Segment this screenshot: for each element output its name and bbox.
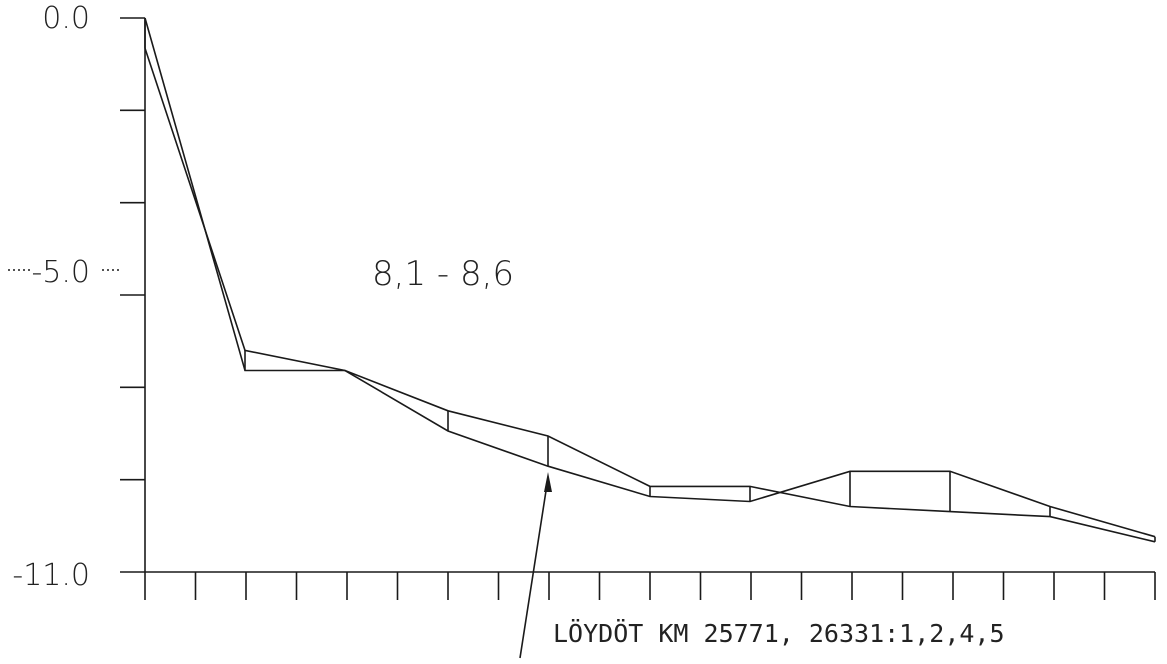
annotation-arrow-line: [519, 477, 549, 659]
range-annotation: 8,1 - 8,6: [372, 254, 514, 294]
series-lower-line: [144, 47, 1156, 543]
finds-note: LÖYDÖT KM 25771, 26331:1,2,4,5: [553, 619, 1005, 648]
y-tick-labels: 0.0 -5.0 -11.0: [12, 1, 90, 593]
x-ticks: [144, 572, 1156, 600]
series-group: [144, 17, 1156, 543]
y-tick-label: 0.0: [42, 1, 90, 36]
y-tick-label: -5.0: [31, 255, 90, 290]
annotation-arrow-head: [544, 472, 552, 492]
y-tick-label: -11.0: [12, 558, 90, 593]
series-upper-line: [144, 17, 1156, 538]
axes: [8, 17, 1155, 573]
